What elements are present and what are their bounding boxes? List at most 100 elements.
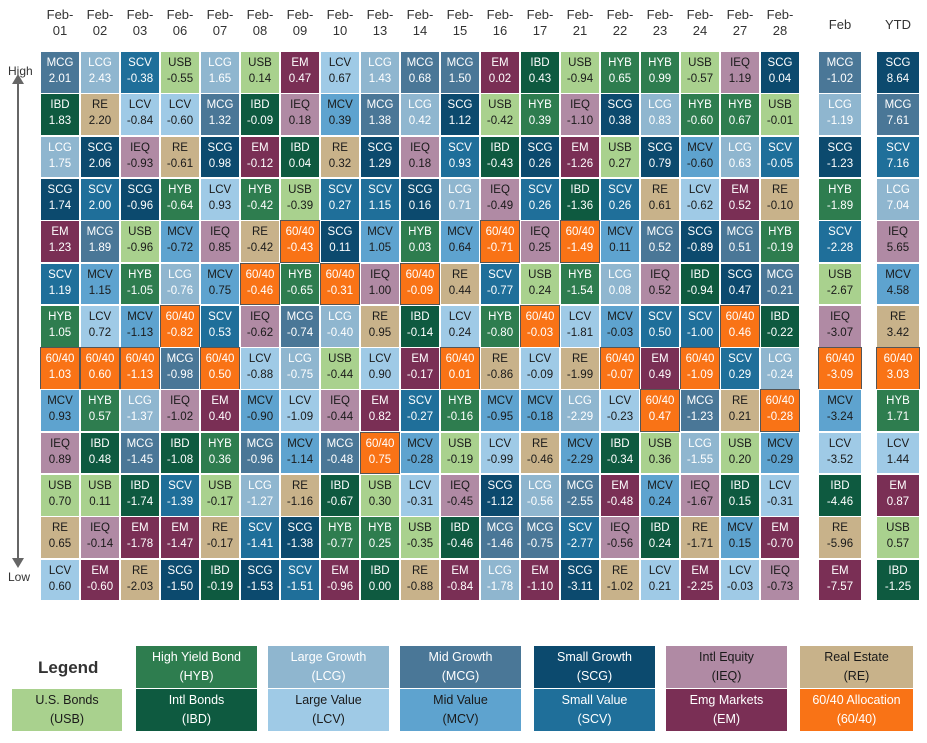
cell-return-value: -1.09 <box>286 411 314 424</box>
cell-return-value: 0.08 <box>608 284 632 297</box>
column-header-line: Feb- <box>646 7 674 22</box>
cell-asset-label: SCG <box>367 141 393 154</box>
cell-asset-label: MCV <box>727 522 753 535</box>
cell-asset-label: RE <box>832 522 848 535</box>
quilt-cell: IEQ -1.67 <box>680 474 720 517</box>
cell-return-value: 0.93 <box>208 199 232 212</box>
quilt-cell: MCG -1.02 <box>818 51 862 94</box>
quilt-cell: HYB 1.05 <box>40 304 80 348</box>
quilt-cell: IEQ 0.18 <box>280 93 320 137</box>
column-header-line: Feb- <box>286 7 314 22</box>
cell-asset-label: SCV <box>648 310 672 323</box>
cell-return-value: 0.30 <box>368 496 392 508</box>
cell-asset-label: IBD <box>170 437 190 450</box>
cell-asset-label: 60/40 <box>405 268 435 281</box>
column-header: Feb- 17 <box>516 7 564 39</box>
legend-item-name: 60/40 Allocation <box>812 693 901 707</box>
quilt-cell: LCG -1.27 <box>240 474 280 517</box>
cell-return-value: -0.09 <box>526 369 554 382</box>
cell-return-value: 0.57 <box>88 411 112 424</box>
quilt-cell: 60/40 -0.07 <box>600 347 640 390</box>
cell-asset-label: IEQ <box>610 522 630 535</box>
cell-return-value: 2.43 <box>88 73 112 85</box>
quilt-cell: LCG -0.40 <box>320 304 360 348</box>
cell-return-value: -1.78 <box>126 538 154 551</box>
cell-return-value: -1.41 <box>246 538 274 551</box>
cell-return-value: 0.24 <box>648 496 672 508</box>
quilt-cell: LCV -1.81 <box>560 304 600 348</box>
cell-asset-label: LCG <box>288 353 312 366</box>
cell-asset-label: MCV <box>447 226 473 239</box>
cell-asset-label: IBD <box>530 57 550 69</box>
cell-return-value: -1.39 <box>166 496 194 508</box>
cell-asset-label: HYB <box>886 395 910 408</box>
cell-asset-label: HYB <box>328 522 352 535</box>
quilt-cell: LCG -2.29 <box>560 389 600 433</box>
quilt-cell: MCG -1.46 <box>480 516 520 560</box>
quilt-cell: IBD -0.14 <box>400 304 440 348</box>
quilt-cell: LCV -0.62 <box>680 177 720 221</box>
quilt-cell: SCG -0.96 <box>120 177 160 221</box>
cell-return-value: -0.43 <box>486 157 514 170</box>
cell-asset-label: IEQ <box>210 226 230 239</box>
cell-return-value: 0.46 <box>728 326 752 339</box>
cell-asset-label: RE <box>52 522 68 535</box>
legend-item: Intl Bonds (IBD) <box>136 689 257 731</box>
column-header-line: 23 <box>652 23 668 38</box>
cell-asset-label: IBD <box>570 183 590 196</box>
quilt-cell: RE 2.20 <box>80 93 120 137</box>
cell-return-value: 0.57 <box>886 538 910 551</box>
quilt-cell: USB 0.70 <box>40 474 80 517</box>
quilt-cell: IEQ -0.93 <box>120 135 160 179</box>
quilt-cell: LCV 0.24 <box>440 304 480 348</box>
cell-asset-label: LCV <box>828 437 852 450</box>
cell-return-value: -1.50 <box>166 580 194 593</box>
cell-asset-label: MCV <box>827 395 853 408</box>
quilt-cell: USB -0.39 <box>280 177 320 221</box>
cell-return-value: 0.00 <box>368 580 392 593</box>
cell-asset-label: IEQ <box>90 522 110 535</box>
cell-asset-label: SCG <box>567 564 593 577</box>
cell-return-value: 0.75 <box>208 284 232 297</box>
quilt-cell: LCV -0.23 <box>600 389 640 433</box>
legend-item-abbr: (USB) <box>49 712 85 726</box>
cell-asset-label: EM <box>571 141 589 154</box>
cell-asset-label: SCV <box>88 183 112 196</box>
quilt-cell: RE -0.46 <box>520 431 560 475</box>
cell-return-value: -0.86 <box>486 369 514 382</box>
quilt-cell: MCG -0.74 <box>280 304 320 348</box>
cell-asset-label: IBD <box>410 310 430 323</box>
cell-asset-label: RE <box>572 353 588 366</box>
column-header-line: Feb- <box>606 7 634 22</box>
cell-asset-label: LCG <box>368 57 392 69</box>
quilt-cell: HYB -0.77 <box>320 516 360 560</box>
legend-item-name: Large Growth <box>290 650 367 664</box>
cell-asset-label: MCG <box>566 480 594 492</box>
cell-return-value: -0.65 <box>286 284 314 297</box>
quilt-cell: LCG -0.76 <box>160 262 200 306</box>
cell-asset-label: MCV <box>247 395 273 408</box>
cell-return-value: -0.03 <box>606 326 634 339</box>
cell-asset-label: 60/40 <box>45 353 75 366</box>
quilt-cell: LCG -1.19 <box>818 93 862 137</box>
quilt-cell: MCG -0.75 <box>520 516 560 560</box>
cell-return-value: 0.11 <box>89 496 111 508</box>
cell-return-value: 0.65 <box>608 73 632 85</box>
cell-return-value: 0.26 <box>528 157 552 170</box>
cell-asset-label: EM <box>771 522 789 535</box>
cell-asset-label: IEQ <box>370 268 390 281</box>
low-label: Low <box>8 570 31 584</box>
cell-return-value: -1.09 <box>686 369 714 382</box>
cell-asset-label: HYB <box>168 183 192 196</box>
quilt-cell: 60/40 -0.09 <box>400 262 440 306</box>
cell-return-value: 0.01 <box>448 369 472 382</box>
quilt-cell: SCV -0.27 <box>400 389 440 433</box>
cell-asset-label: LCG <box>568 395 592 408</box>
cell-asset-label: LCG <box>48 141 72 154</box>
cell-return-value: -0.44 <box>326 369 354 382</box>
quilt-cell: MCG -0.98 <box>160 347 200 390</box>
cell-return-value: 0.99 <box>648 73 672 85</box>
cell-return-value: 0.11 <box>329 242 351 255</box>
cell-asset-label: SCG <box>87 141 113 154</box>
cell-return-value: -0.17 <box>406 369 434 382</box>
